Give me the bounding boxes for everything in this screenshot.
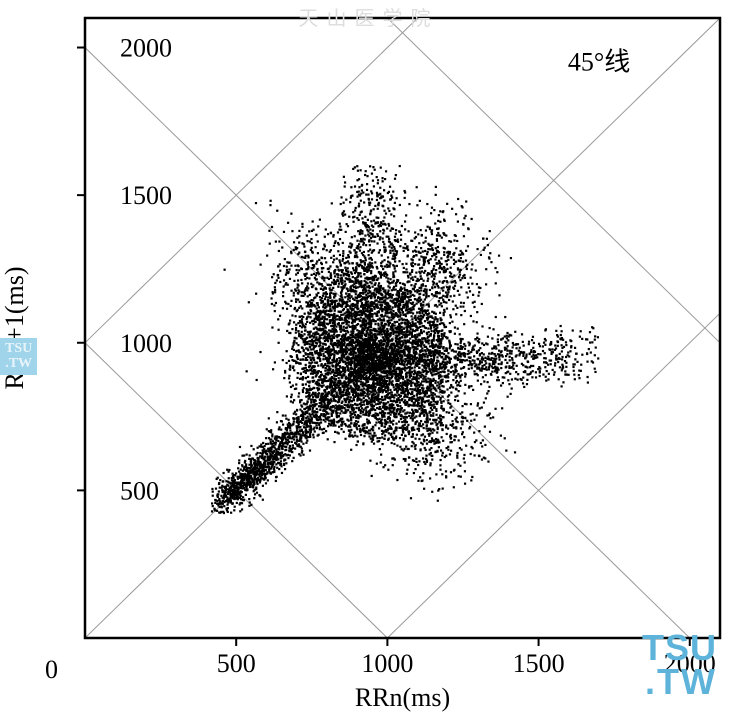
watermark-bottom-right: TSU .TW	[642, 631, 717, 699]
poincare-scatter-chart: 5001000150020005001000150020000RRn(ms)RR…	[0, 0, 737, 714]
watermark-left-badge: TSU .TW	[0, 338, 37, 375]
